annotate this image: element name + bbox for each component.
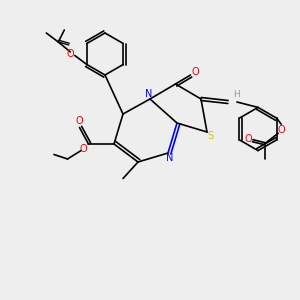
Text: N: N [145, 89, 152, 100]
Text: S: S [208, 130, 214, 141]
Text: H: H [234, 90, 240, 99]
Text: O: O [244, 134, 252, 144]
Text: O: O [79, 144, 87, 154]
Text: O: O [278, 124, 285, 135]
Text: O: O [76, 116, 83, 127]
Text: N: N [166, 153, 173, 164]
Text: O: O [191, 67, 199, 77]
Text: O: O [67, 49, 74, 59]
